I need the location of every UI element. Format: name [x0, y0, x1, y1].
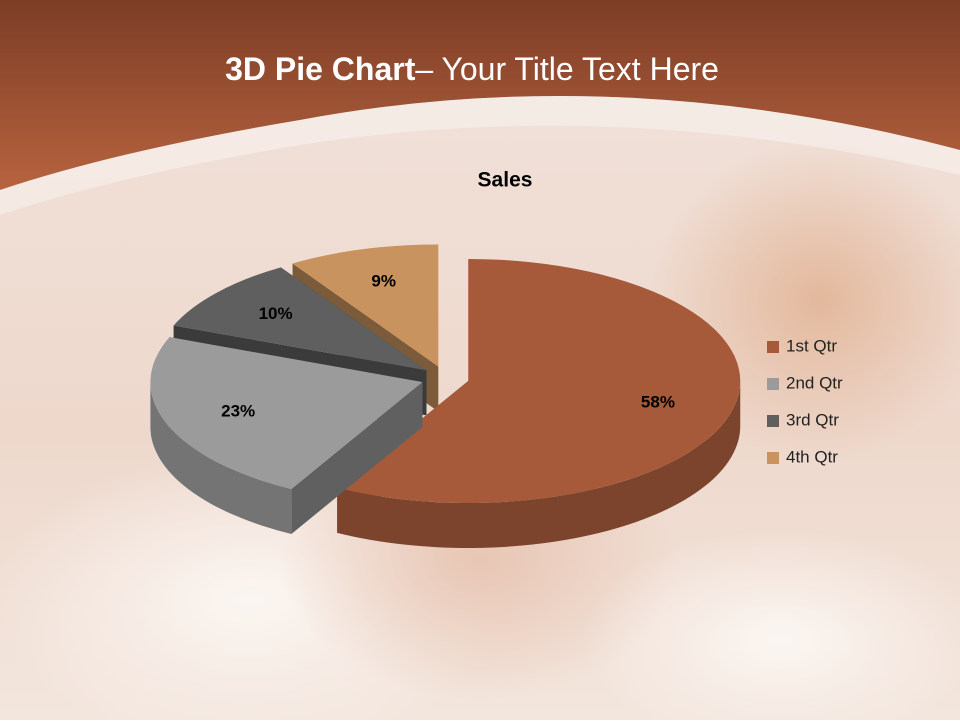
legend-swatch: [767, 378, 779, 390]
legend-label: 3rd Qtr: [786, 410, 839, 429]
slice: [337, 258, 741, 503]
legend-swatch: [767, 341, 779, 353]
data-label: 10%: [259, 304, 293, 323]
slice: [173, 267, 427, 371]
slice-side: [150, 382, 292, 534]
slice-side: [337, 380, 741, 548]
legend-swatch: [767, 452, 779, 464]
header-swoosh: [0, 96, 960, 215]
legend-label: 2nd Qtr: [786, 373, 843, 392]
background-blob: [580, 530, 960, 725]
slice: [292, 244, 439, 367]
legend-label: 4th Qtr: [786, 447, 838, 466]
slide-title: 3D Pie Chart– Your Title Text Here: [225, 51, 719, 87]
data-label: 9%: [371, 272, 396, 291]
slide-title-rest: – Your Title Text Here: [415, 51, 719, 87]
legend: 1st Qtr 2nd Qtr 3rd Qtr 4th Qtr: [767, 336, 843, 466]
data-label: 58%: [641, 392, 675, 411]
header-band: [0, 0, 960, 190]
legend-swatch: [767, 415, 779, 427]
slide-title-bold: 3D Pie Chart: [225, 51, 416, 87]
slice: [150, 337, 423, 489]
legend-label: 1st Qtr: [786, 336, 837, 355]
chart-title: Sales: [478, 169, 533, 192]
pie: 58% 23% 10% 9%: [150, 244, 741, 548]
data-label: 23%: [221, 401, 255, 420]
